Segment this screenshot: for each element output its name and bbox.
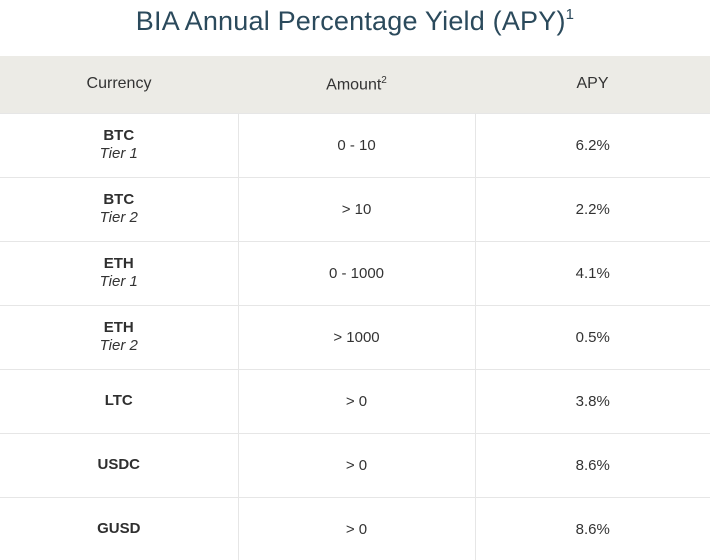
title-footnote: 1 (565, 6, 575, 23)
cell-apy: 2.2% (474, 176, 710, 241)
currency-name: BTC (103, 127, 135, 144)
cell-currency: ETH Tier 1 (0, 240, 238, 305)
cell-amount: 0 - 10 (237, 112, 475, 177)
header-row: Currency Amount2 APY (0, 56, 710, 113)
cell-currency: ETH Tier 2 (0, 304, 238, 369)
cell-currency: LTC (0, 368, 238, 433)
table-row: LTC > 0 3.8% (0, 368, 710, 433)
cell-apy: 6.2% (474, 112, 710, 177)
table-row: ETH Tier 2 > 1000 0.5% (0, 304, 710, 369)
table-row: USDC > 0 8.6% (0, 432, 710, 497)
header-currency: Currency (0, 56, 238, 113)
header-amount-label: Amount (326, 75, 382, 93)
currency-name: ETH (103, 319, 134, 336)
cell-amount: > 0 (237, 368, 475, 433)
cell-amount: > 1000 (237, 304, 475, 369)
currency-name: BTC (103, 191, 135, 208)
page-title: BIA Annual Percentage Yield (APY)1 (0, 4, 710, 38)
header-amount-footnote: 2 (381, 74, 387, 86)
cell-amount: > 10 (237, 176, 475, 241)
currency-name: USDC (97, 456, 140, 473)
currency-name: ETH (103, 255, 134, 272)
table-row: GUSD > 0 8.6% (0, 496, 710, 560)
cell-currency: GUSD (0, 496, 238, 560)
cell-apy: 0.5% (474, 304, 710, 369)
currency-name: LTC (104, 392, 133, 409)
cell-currency: BTC Tier 1 (0, 112, 238, 177)
title-text: BIA Annual Percentage Yield (APY) (135, 6, 566, 36)
currency-tier: Tier 2 (99, 209, 138, 226)
cell-amount: 0 - 1000 (237, 240, 475, 305)
cell-apy: 8.6% (474, 432, 710, 497)
header-amount: Amount2 (238, 56, 475, 113)
cell-apy: 4.1% (474, 240, 710, 305)
currency-tier: Tier 2 (99, 337, 138, 354)
cell-amount: > 0 (237, 496, 475, 560)
header-apy: APY (475, 56, 710, 113)
cell-apy: 3.8% (474, 368, 710, 433)
currency-tier: Tier 1 (99, 273, 138, 290)
table-header: Currency Amount2 APY (0, 56, 710, 113)
cell-apy: 8.6% (474, 496, 710, 560)
cell-amount: > 0 (237, 432, 475, 497)
cell-currency: BTC Tier 2 (0, 176, 238, 241)
cell-currency: USDC (0, 432, 238, 497)
currency-name: GUSD (97, 520, 141, 538)
table-row: BTC Tier 2 > 10 2.2% (0, 176, 710, 241)
currency-tier: Tier 1 (99, 145, 138, 162)
